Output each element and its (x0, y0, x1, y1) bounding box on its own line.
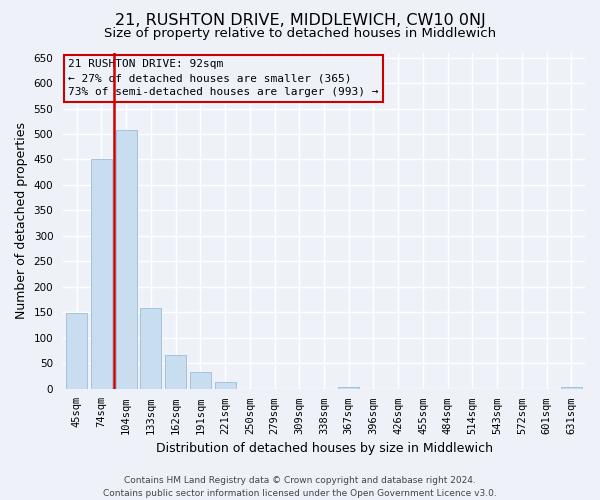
Bar (116, 130, 137, 388)
Bar (190, 372, 211, 388)
Text: Contains HM Land Registry data © Crown copyright and database right 2024.
Contai: Contains HM Land Registry data © Crown c… (103, 476, 497, 498)
Bar (140, 308, 161, 388)
Text: 21 RUSHTON DRIVE: 92sqm
← 27% of detached houses are smaller (365)
73% of semi-d: 21 RUSHTON DRIVE: 92sqm ← 27% of detache… (68, 59, 379, 97)
Bar (561, 387, 582, 388)
X-axis label: Distribution of detached houses by size in Middlewich: Distribution of detached houses by size … (155, 442, 493, 455)
Bar (165, 356, 186, 388)
Bar (338, 387, 359, 388)
Bar (91, 160, 112, 388)
Bar (66, 313, 87, 388)
Text: 21, RUSHTON DRIVE, MIDDLEWICH, CW10 0NJ: 21, RUSHTON DRIVE, MIDDLEWICH, CW10 0NJ (115, 12, 485, 28)
Text: Size of property relative to detached houses in Middlewich: Size of property relative to detached ho… (104, 28, 496, 40)
Y-axis label: Number of detached properties: Number of detached properties (15, 122, 28, 319)
Bar (215, 382, 236, 388)
